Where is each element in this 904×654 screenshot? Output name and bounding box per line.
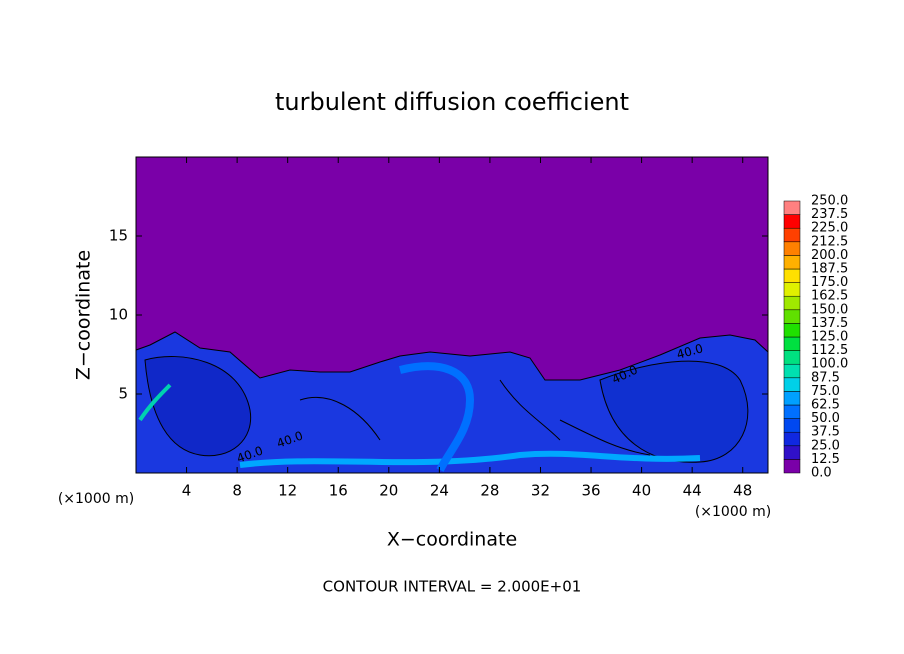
x-tick-label: 36 [581,482,600,500]
colorbar-label: 125.0 [811,330,848,345]
x-tick-label: 12 [278,482,297,500]
contour-line [299,379,651,456]
colorbar-label: 162.5 [811,289,848,304]
y-axis-label: Z−coordinate [73,250,95,380]
colorbar-label: 150.0 [811,302,848,317]
x-tick-label: 28 [480,482,499,500]
contour-patch [144,356,252,457]
x-tick-label: 32 [531,482,550,500]
colorbar-label: 187.5 [811,262,848,277]
colorbar-swatch [783,241,801,256]
colorbar-swatch [783,336,801,351]
colorbar-swatch [783,377,801,392]
y-tick-label: 15 [109,227,128,245]
x-tick-label: 20 [379,482,398,500]
colorbar-swatch [783,255,801,270]
x-axis-label: X−coordinate [387,529,517,551]
x-tick-label: 24 [430,482,449,500]
colorbar-swatch [783,323,801,338]
colorbar-swatch [783,214,801,229]
colorbar-label: 225.0 [811,221,848,236]
colorbar-swatch [783,431,801,447]
colorbar-swatch [783,350,801,365]
colorbar-label: 62.5 [811,398,840,413]
contour-label: 40.0 [675,341,704,361]
colorbar-label: 50.0 [811,411,840,426]
colorbar-label: 112.5 [811,343,848,358]
x-tick-label: 4 [182,482,192,500]
x-unit-label: (×1000 m) [58,491,134,507]
colorbar-label: 87.5 [811,370,840,385]
x-unit-label: (×1000 m) [695,504,771,520]
colorbar-swatch [783,200,801,215]
colorbar-label: 137.5 [811,316,848,331]
colorbar-swatch [783,295,801,311]
contour-streak [399,362,475,472]
colorbar-swatch [783,363,801,379]
colorbar-swatch [783,445,801,460]
x-tick-label: 48 [733,482,752,500]
colorbar-label: 12.5 [811,452,840,467]
footer-note: CONTOUR INTERVAL = 2.000E+01 [323,578,582,596]
colorbar-label: 25.0 [811,438,840,453]
colorbar-swatch [783,268,801,283]
colorbar-label: 100.0 [811,357,848,372]
colorbar-swatch [783,404,801,419]
turbulent-region [135,331,769,474]
colorbar-label: 175.0 [811,275,848,290]
colorbar-label: 0.0 [811,466,832,481]
chart-title: turbulent diffusion coefficient [275,88,629,116]
x-tick-label: 8 [232,482,242,500]
contour-patch [599,360,749,463]
colorbar-swatch [783,309,801,324]
colorbar-label: 237.5 [811,207,848,222]
contour-streak [239,450,701,468]
colorbar-swatch [783,227,801,243]
y-tick-label: 5 [118,385,128,403]
contour-streak [138,383,172,422]
y-tick-label: 10 [109,306,128,324]
field [135,157,769,474]
x-tick-label: 44 [683,482,702,500]
colorbar-swatch [783,391,801,406]
colorbar-label: 75.0 [811,384,840,399]
x-tick-label: 16 [329,482,348,500]
colorbar-label: 212.5 [811,234,848,249]
colorbar-swatch [783,418,801,433]
colorbar-label: 250.0 [811,194,848,209]
colorbar-label: 200.0 [811,248,848,263]
colorbar-swatch [783,459,801,474]
colorbar-swatch [783,282,801,297]
colorbar-label: 37.5 [811,425,840,440]
x-tick-label: 40 [632,482,651,500]
